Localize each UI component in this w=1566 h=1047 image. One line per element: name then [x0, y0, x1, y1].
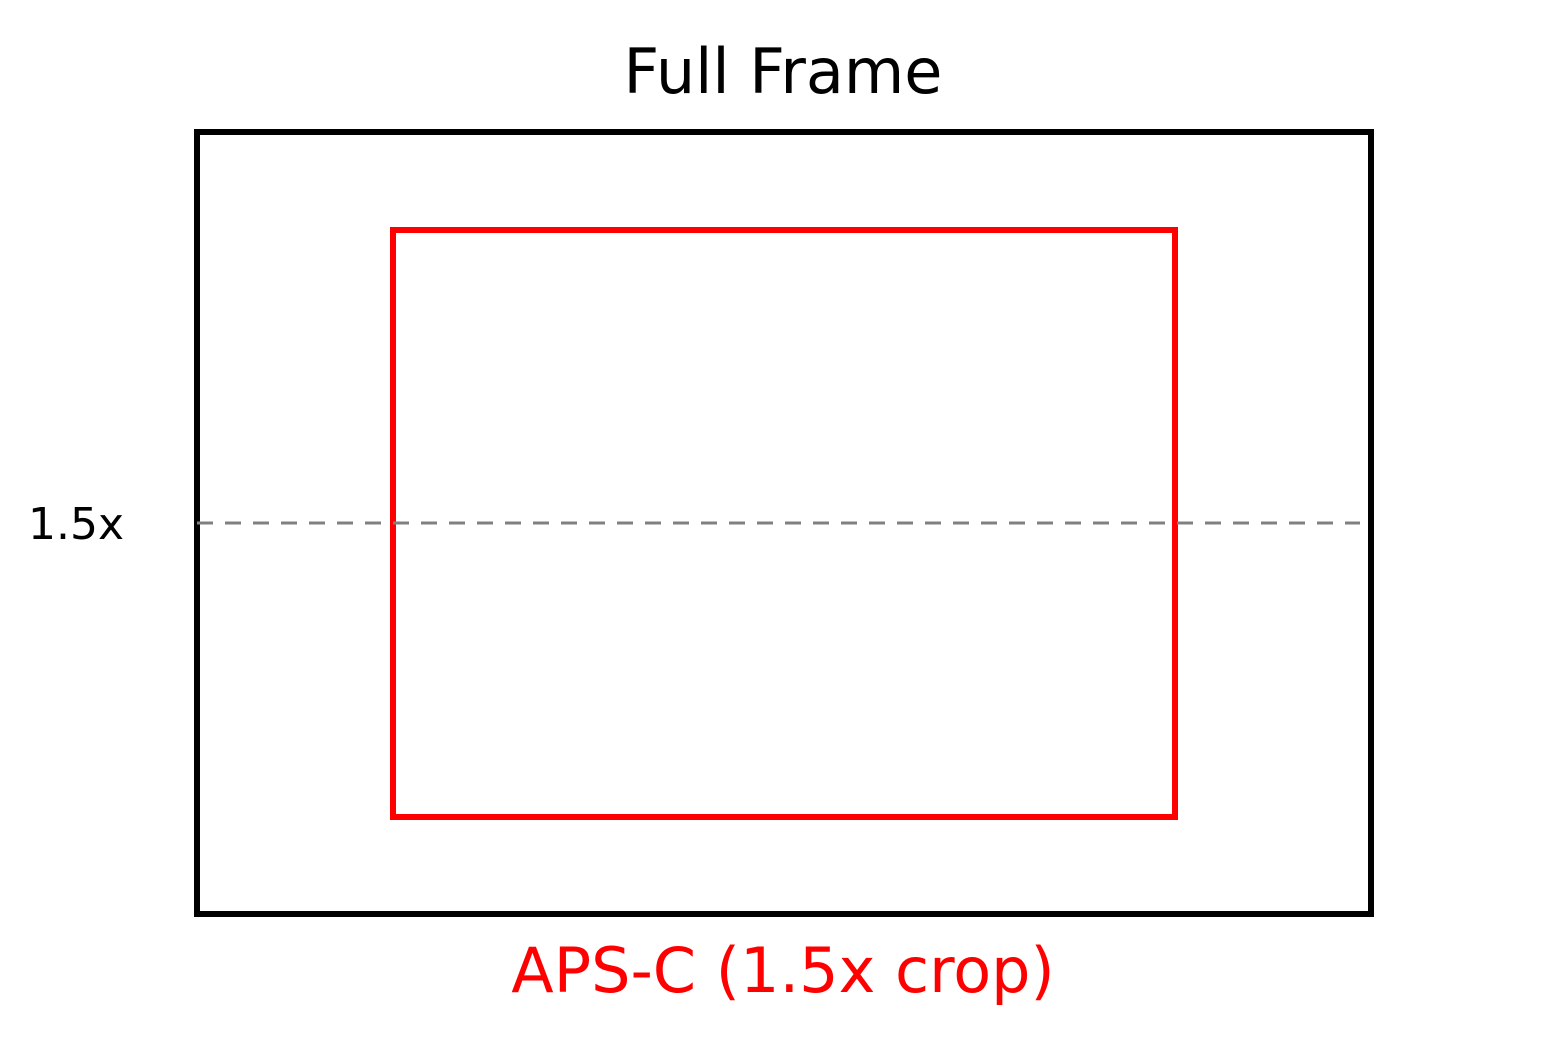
full-frame-title: Full Frame: [623, 35, 943, 108]
aps-c-caption: APS-C (1.5x crop): [511, 934, 1055, 1007]
crop-factor-label: 1.5x: [28, 499, 125, 550]
